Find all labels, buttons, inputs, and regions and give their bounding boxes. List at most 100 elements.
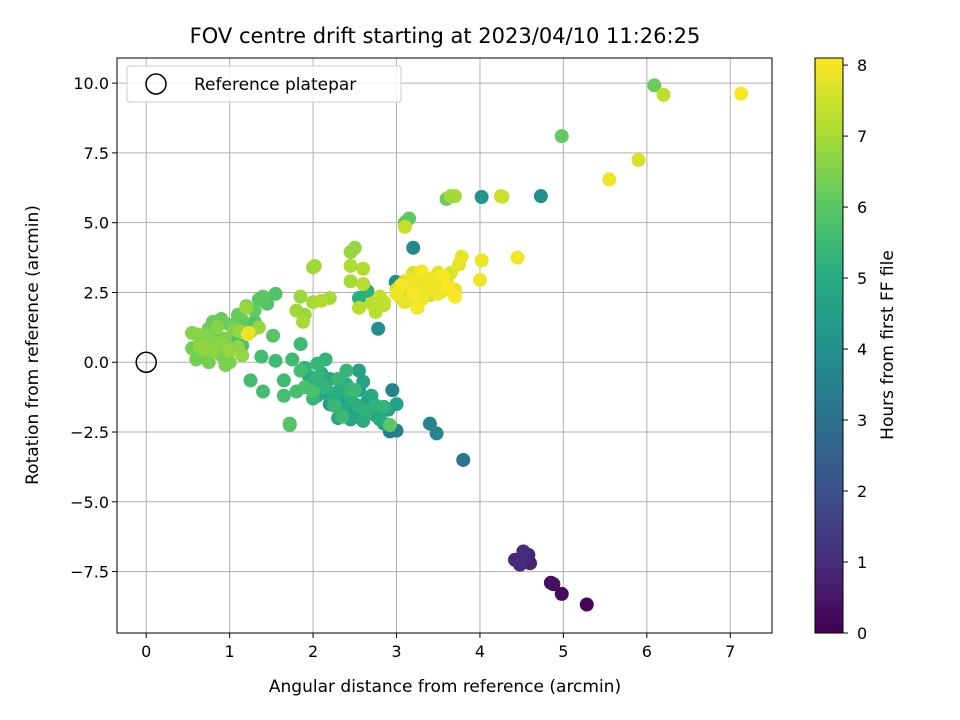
data-point — [218, 358, 233, 373]
data-point — [306, 260, 321, 275]
data-point — [343, 274, 358, 289]
data-point — [205, 344, 220, 359]
data-point — [335, 409, 350, 424]
data-point — [243, 373, 258, 388]
colorbar-tick-label: 7 — [857, 127, 867, 146]
colorbar-gradient — [814, 57, 844, 634]
data-point — [276, 373, 291, 388]
chart-title: FOV centre drift starting at 2023/04/10 … — [190, 24, 701, 48]
data-points — [185, 78, 749, 612]
data-point — [447, 189, 462, 204]
x-tick-label: 7 — [725, 642, 735, 661]
data-point — [656, 87, 671, 102]
x-tick-label: 6 — [642, 642, 652, 661]
data-point — [454, 249, 469, 264]
data-point — [422, 416, 437, 431]
data-point — [189, 352, 204, 367]
data-point — [318, 380, 333, 395]
data-point — [241, 325, 256, 340]
data-point — [306, 384, 321, 399]
colorbar-tick-label: 4 — [857, 340, 867, 359]
x-axis-ticks: 0 1 2 3 4 5 6 7 — [141, 633, 735, 661]
x-tick-label: 4 — [475, 642, 485, 661]
x-tick-label: 5 — [558, 642, 568, 661]
data-point — [356, 277, 371, 292]
data-point — [210, 320, 225, 335]
data-point — [351, 300, 366, 315]
colorbar-tick-label: 8 — [857, 56, 867, 75]
data-point — [268, 353, 283, 368]
colorbar-tick-label: 3 — [857, 411, 867, 430]
y-tick-label: −2.5 — [70, 423, 109, 442]
legend-label: Reference platepar — [194, 75, 356, 95]
colorbar-ticks: 0 1 2 3 4 5 6 7 8 — [843, 56, 867, 643]
data-point — [474, 253, 489, 268]
data-point — [314, 293, 329, 308]
data-point — [543, 575, 558, 590]
x-tick-label: 0 — [141, 642, 151, 661]
data-point — [310, 370, 325, 385]
data-point — [331, 384, 346, 399]
data-point — [326, 398, 341, 413]
legend-marker — [145, 73, 167, 95]
y-tick-label: −5.0 — [70, 493, 109, 512]
y-tick-label: 5.0 — [84, 214, 109, 233]
data-point — [456, 452, 471, 467]
data-point — [266, 328, 281, 343]
data-point — [447, 289, 462, 304]
colorbar-tick-label: 0 — [857, 624, 867, 643]
legend-box — [126, 65, 402, 103]
y-tick-label: 10.0 — [73, 74, 109, 93]
y-tick-label: 7.5 — [84, 144, 109, 163]
y-tick-label: −7.5 — [70, 563, 109, 582]
data-point — [371, 321, 386, 336]
legend: Reference platepar — [126, 65, 402, 103]
data-point — [239, 300, 254, 315]
data-point — [510, 250, 525, 265]
data-point — [256, 289, 271, 304]
data-point — [472, 272, 487, 287]
data-point — [235, 348, 250, 363]
data-point — [293, 363, 308, 378]
y-axis-ticks: −7.5 −5.0 −2.5 0.0 2.5 5.0 7.5 10.0 — [70, 74, 117, 582]
colorbar-tick-label: 6 — [857, 198, 867, 217]
data-point — [222, 344, 237, 359]
data-point — [382, 418, 397, 433]
data-point — [293, 289, 308, 304]
data-point — [282, 418, 297, 433]
data-point — [516, 544, 531, 559]
data-point — [554, 586, 569, 601]
data-point — [293, 337, 308, 352]
x-tick-label: 3 — [391, 642, 401, 661]
data-point — [385, 383, 400, 398]
reference-platepar-marker — [135, 351, 157, 373]
colorbar-tick-label: 5 — [857, 269, 867, 288]
data-point — [406, 240, 421, 255]
data-point — [201, 355, 216, 370]
data-point — [256, 384, 271, 399]
data-point — [554, 129, 569, 144]
data-point — [441, 279, 456, 294]
data-point — [343, 258, 358, 273]
x-axis-label: Angular distance from reference (arcmin) — [269, 677, 621, 697]
data-point — [406, 286, 421, 301]
data-point — [474, 190, 489, 205]
data-point — [276, 388, 291, 403]
data-point — [331, 371, 346, 386]
data-point — [347, 383, 362, 398]
data-point — [414, 264, 429, 279]
data-point — [513, 557, 528, 572]
colorbar-tick-label: 2 — [857, 482, 867, 501]
colorbar-tick-label: 1 — [857, 553, 867, 572]
data-point — [296, 314, 311, 329]
data-point — [351, 363, 366, 378]
data-point — [533, 189, 548, 204]
data-point — [579, 597, 594, 612]
data-point — [254, 349, 269, 364]
data-point — [193, 339, 208, 354]
data-point — [602, 172, 617, 187]
data-point — [310, 356, 325, 371]
y-axis-label: Rotation from reference (arcmin) — [23, 205, 43, 485]
data-point — [377, 295, 392, 310]
